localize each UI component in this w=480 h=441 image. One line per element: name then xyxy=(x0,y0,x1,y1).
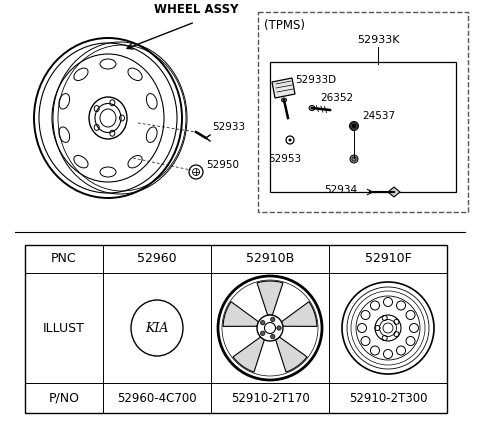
Circle shape xyxy=(277,326,281,330)
Circle shape xyxy=(261,321,265,325)
Text: KIA: KIA xyxy=(145,321,168,335)
Ellipse shape xyxy=(309,105,315,111)
Polygon shape xyxy=(257,281,283,315)
Circle shape xyxy=(271,317,275,321)
Polygon shape xyxy=(272,78,295,98)
Circle shape xyxy=(349,122,359,131)
Text: 52910B: 52910B xyxy=(246,253,294,265)
Text: 52910F: 52910F xyxy=(365,253,411,265)
Circle shape xyxy=(350,155,358,163)
Polygon shape xyxy=(276,337,307,372)
Text: PNC: PNC xyxy=(51,253,77,265)
Text: 52910-2T170: 52910-2T170 xyxy=(230,392,310,404)
Text: 52933: 52933 xyxy=(212,122,245,132)
Text: 52910-2T300: 52910-2T300 xyxy=(349,392,427,404)
Text: (TPMS): (TPMS) xyxy=(264,19,305,33)
Circle shape xyxy=(288,138,291,142)
Circle shape xyxy=(352,124,356,128)
Text: 52953: 52953 xyxy=(268,154,301,164)
Text: 24537: 24537 xyxy=(362,111,395,121)
Polygon shape xyxy=(233,337,264,372)
Polygon shape xyxy=(281,302,317,326)
Text: WHEEL ASSY: WHEEL ASSY xyxy=(154,3,238,16)
Text: 26352: 26352 xyxy=(320,93,353,103)
Text: P/NO: P/NO xyxy=(48,392,80,404)
Polygon shape xyxy=(388,187,400,197)
Text: ILLUST: ILLUST xyxy=(43,321,85,335)
Text: 52960: 52960 xyxy=(137,253,177,265)
Text: 52933K: 52933K xyxy=(357,35,399,45)
Ellipse shape xyxy=(281,98,287,102)
Text: 52934: 52934 xyxy=(324,185,357,195)
Circle shape xyxy=(271,334,275,339)
Text: 52960-4C700: 52960-4C700 xyxy=(117,392,197,404)
Text: 52933D: 52933D xyxy=(295,75,336,85)
Polygon shape xyxy=(223,302,259,326)
Circle shape xyxy=(257,315,283,341)
Text: 52950: 52950 xyxy=(206,160,239,170)
Circle shape xyxy=(261,331,265,336)
